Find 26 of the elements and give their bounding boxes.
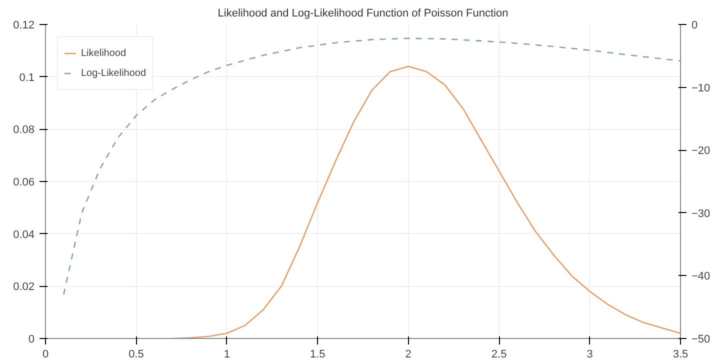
legend-label: Likelihood bbox=[81, 48, 126, 58]
y-tick-label: 0 bbox=[28, 334, 35, 346]
x-tick-label: 1 bbox=[224, 348, 230, 360]
y-tick-label: 0.1 bbox=[19, 72, 35, 84]
x-tick-label: 2.5 bbox=[491, 348, 507, 360]
x-tick-label: 0 bbox=[42, 348, 49, 360]
line-series bbox=[62, 38, 680, 296]
y2-tick-label: 0 bbox=[692, 20, 698, 32]
y-tick-label: 0.04 bbox=[13, 228, 35, 241]
x-tick-label: 3 bbox=[586, 348, 593, 360]
y-tick-label: 0.08 bbox=[13, 124, 35, 136]
y2-tick-label: −50 bbox=[692, 334, 710, 346]
chart-title: Likelihood and Log-Likelihood Function of Poisson Function bbox=[218, 8, 508, 20]
y2-tick-label: −20 bbox=[692, 145, 710, 158]
y-tick-label: 0.02 bbox=[13, 281, 35, 294]
y2-tick-label: −10 bbox=[692, 82, 710, 94]
x-tick-label: 2 bbox=[405, 348, 412, 360]
x-tick-label: 0.5 bbox=[128, 348, 144, 360]
line-series bbox=[172, 66, 680, 338]
y-tick-label: 0.12 bbox=[13, 20, 35, 32]
x-tick-label: 1.5 bbox=[310, 348, 326, 360]
x-tick-label: 3.5 bbox=[672, 348, 688, 360]
y2-tick-label: −30 bbox=[692, 208, 710, 220]
legend-label: Log-Likelihood bbox=[81, 68, 146, 78]
y2-tick-label: −40 bbox=[692, 270, 710, 283]
y-tick-label: 0.06 bbox=[13, 176, 35, 188]
